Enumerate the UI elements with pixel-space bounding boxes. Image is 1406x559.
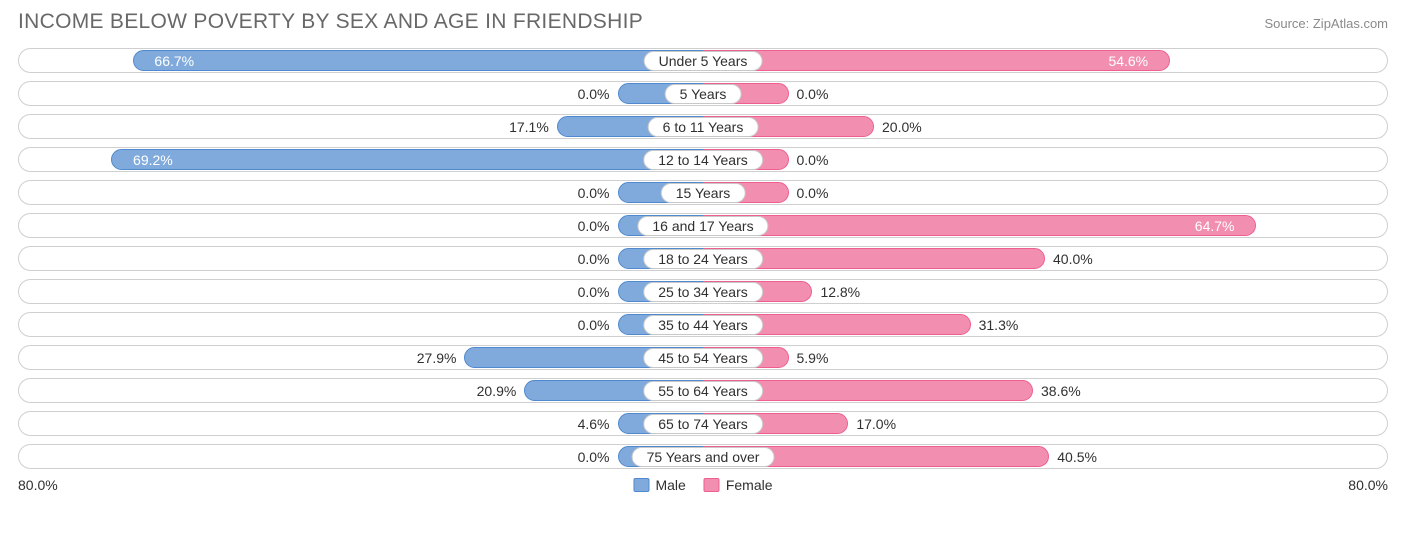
female-half: 40.0% xyxy=(703,247,1387,270)
male-half: 0.0% xyxy=(19,214,703,237)
male-half: 0.0% xyxy=(19,247,703,270)
male-value: 0.0% xyxy=(578,280,618,303)
chart-row: 0.0% 64.7% 16 and 17 Years xyxy=(18,213,1388,238)
male-half: 0.0% xyxy=(19,280,703,303)
chart-row: 17.1% 20.0% 6 to 11 Years xyxy=(18,114,1388,139)
male-value: 69.2% xyxy=(125,148,173,171)
diverging-bar-chart: 66.7% 54.6% Under 5 Years 0.0% 0.0% 5 Years 17… xyxy=(18,48,1388,469)
male-half: 69.2% xyxy=(19,148,703,171)
male-value: 0.0% xyxy=(578,181,618,204)
male-value: 0.0% xyxy=(578,214,618,237)
female-half: 5.9% xyxy=(703,346,1387,369)
category-label: 16 and 17 Years xyxy=(637,216,768,236)
legend-label-female: Female xyxy=(726,477,773,493)
category-label: 45 to 54 Years xyxy=(643,348,763,368)
chart-header: INCOME BELOW POVERTY BY SEX AND AGE IN F… xyxy=(18,10,1388,34)
axis-right-end: 80.0% xyxy=(1348,477,1388,493)
male-value: 0.0% xyxy=(578,313,618,336)
female-value: 38.6% xyxy=(1033,379,1081,402)
category-label: 15 Years xyxy=(661,183,746,203)
male-half: 17.1% xyxy=(19,115,703,138)
male-bar xyxy=(111,149,703,170)
axis-left-end: 80.0% xyxy=(18,477,58,493)
legend-item-female: Female xyxy=(704,477,773,493)
male-value: 66.7% xyxy=(146,49,194,72)
female-value: 40.0% xyxy=(1045,247,1093,270)
male-bar xyxy=(133,50,703,71)
chart-row: 0.0% 0.0% 5 Years xyxy=(18,81,1388,106)
female-value: 31.3% xyxy=(971,313,1019,336)
legend-swatch-male xyxy=(633,478,649,492)
female-half: 64.7% xyxy=(703,214,1387,237)
male-half: 20.9% xyxy=(19,379,703,402)
female-value: 0.0% xyxy=(789,148,829,171)
female-bar xyxy=(703,50,1170,71)
chart-row: 0.0% 40.0% 18 to 24 Years xyxy=(18,246,1388,271)
female-value: 17.0% xyxy=(848,412,896,435)
female-value: 5.9% xyxy=(789,346,829,369)
female-half: 38.6% xyxy=(703,379,1387,402)
chart-row: 69.2% 0.0% 12 to 14 Years xyxy=(18,147,1388,172)
female-value: 20.0% xyxy=(874,115,922,138)
female-half: 0.0% xyxy=(703,148,1387,171)
category-label: 35 to 44 Years xyxy=(643,315,763,335)
chart-row: 66.7% 54.6% Under 5 Years xyxy=(18,48,1388,73)
category-label: 12 to 14 Years xyxy=(643,150,763,170)
female-value: 0.0% xyxy=(789,181,829,204)
female-value: 54.6% xyxy=(1108,49,1156,72)
chart-row: 20.9% 38.6% 55 to 64 Years xyxy=(18,378,1388,403)
female-value: 64.7% xyxy=(1195,214,1243,237)
male-half: 0.0% xyxy=(19,181,703,204)
female-half: 0.0% xyxy=(703,181,1387,204)
category-label: 65 to 74 Years xyxy=(643,414,763,434)
chart-row: 4.6% 17.0% 65 to 74 Years xyxy=(18,411,1388,436)
chart-row: 0.0% 0.0% 15 Years xyxy=(18,180,1388,205)
male-value: 20.9% xyxy=(477,379,525,402)
female-value: 0.0% xyxy=(789,82,829,105)
female-half: 54.6% xyxy=(703,49,1387,72)
category-label: Under 5 Years xyxy=(644,51,763,71)
male-value: 27.9% xyxy=(417,346,465,369)
category-label: 75 Years and over xyxy=(632,447,775,467)
male-half: 0.0% xyxy=(19,313,703,336)
legend-item-male: Male xyxy=(633,477,685,493)
category-label: 55 to 64 Years xyxy=(643,381,763,401)
legend-swatch-female xyxy=(704,478,720,492)
male-value: 0.0% xyxy=(578,247,618,270)
female-half: 0.0% xyxy=(703,82,1387,105)
female-half: 20.0% xyxy=(703,115,1387,138)
chart-row: 0.0% 40.5% 75 Years and over xyxy=(18,444,1388,469)
female-value: 12.8% xyxy=(812,280,860,303)
male-value: 0.0% xyxy=(578,82,618,105)
male-half: 0.0% xyxy=(19,445,703,468)
chart-source: Source: ZipAtlas.com xyxy=(1264,16,1388,31)
category-label: 6 to 11 Years xyxy=(648,117,759,137)
male-value: 4.6% xyxy=(578,412,618,435)
male-half: 66.7% xyxy=(19,49,703,72)
female-half: 17.0% xyxy=(703,412,1387,435)
chart-row: 0.0% 31.3% 35 to 44 Years xyxy=(18,312,1388,337)
female-half: 31.3% xyxy=(703,313,1387,336)
male-half: 4.6% xyxy=(19,412,703,435)
chart-footer: 80.0% Male Female 80.0% xyxy=(18,477,1388,493)
female-half: 40.5% xyxy=(703,445,1387,468)
category-label: 5 Years xyxy=(665,84,742,104)
chart-row: 27.9% 5.9% 45 to 54 Years xyxy=(18,345,1388,370)
male-value: 0.0% xyxy=(578,445,618,468)
legend-label-male: Male xyxy=(655,477,685,493)
category-label: 18 to 24 Years xyxy=(643,249,763,269)
category-label: 25 to 34 Years xyxy=(643,282,763,302)
legend: Male Female xyxy=(633,477,772,493)
male-half: 27.9% xyxy=(19,346,703,369)
male-value: 17.1% xyxy=(509,115,557,138)
chart-title: INCOME BELOW POVERTY BY SEX AND AGE IN F… xyxy=(18,10,643,34)
female-half: 12.8% xyxy=(703,280,1387,303)
chart-row: 0.0% 12.8% 25 to 34 Years xyxy=(18,279,1388,304)
female-bar xyxy=(703,215,1256,236)
male-half: 0.0% xyxy=(19,82,703,105)
female-value: 40.5% xyxy=(1049,445,1097,468)
